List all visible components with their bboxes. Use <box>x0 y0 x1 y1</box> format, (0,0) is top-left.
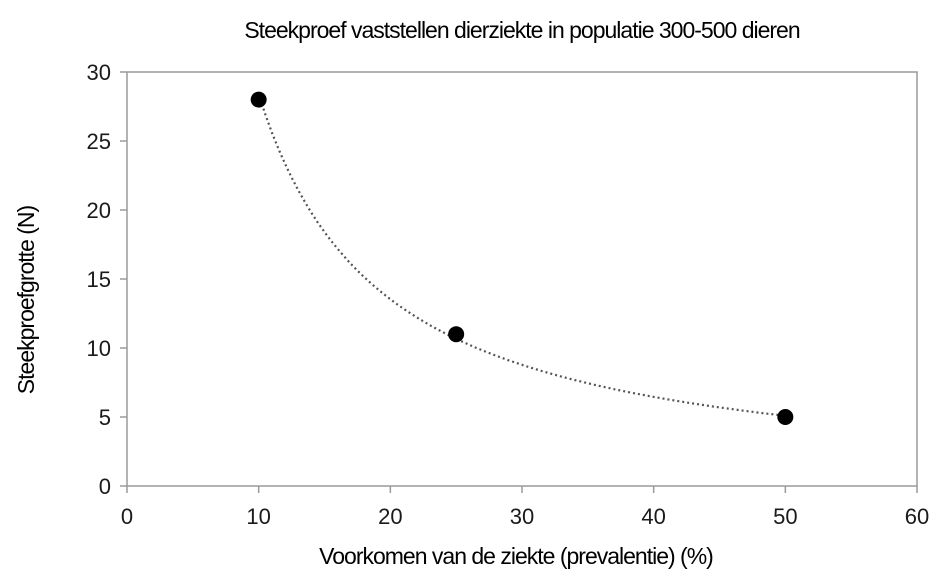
x-axis-label: Voorkomen van de ziekte (prevalentie) (%… <box>319 543 713 569</box>
data-points <box>250 91 794 425</box>
x-tick-label: 60 <box>905 504 929 529</box>
chart-title: Steekproef vaststellen dierziekte in pop… <box>244 17 799 43</box>
y-tick-label: 10 <box>87 336 111 361</box>
data-point <box>250 91 267 108</box>
data-point <box>448 326 465 343</box>
data-point <box>777 409 794 425</box>
plot-area <box>126 71 918 487</box>
x-tick-label: 50 <box>773 504 797 529</box>
plot-frame <box>126 71 918 487</box>
x-axis: 0 10 20 30 40 50 60 <box>121 486 929 529</box>
x-tick-label: 20 <box>378 504 402 529</box>
x-tick-label: 30 <box>510 504 534 529</box>
y-axis: 0 5 10 15 20 25 30 <box>87 60 127 499</box>
y-axis-label: Steekproefgrotte (N) <box>13 205 39 394</box>
y-tick-label: 15 <box>87 267 111 292</box>
y-tick-label: 20 <box>87 198 111 223</box>
x-tick-label: 40 <box>641 504 665 529</box>
x-tick-label: 0 <box>121 504 133 529</box>
y-tick-label: 5 <box>99 405 111 430</box>
trendline <box>257 94 786 417</box>
y-tick-label: 0 <box>99 474 111 499</box>
y-tick-label: 30 <box>87 60 111 85</box>
y-tick-label: 25 <box>87 129 111 154</box>
x-tick-label: 10 <box>246 504 270 529</box>
